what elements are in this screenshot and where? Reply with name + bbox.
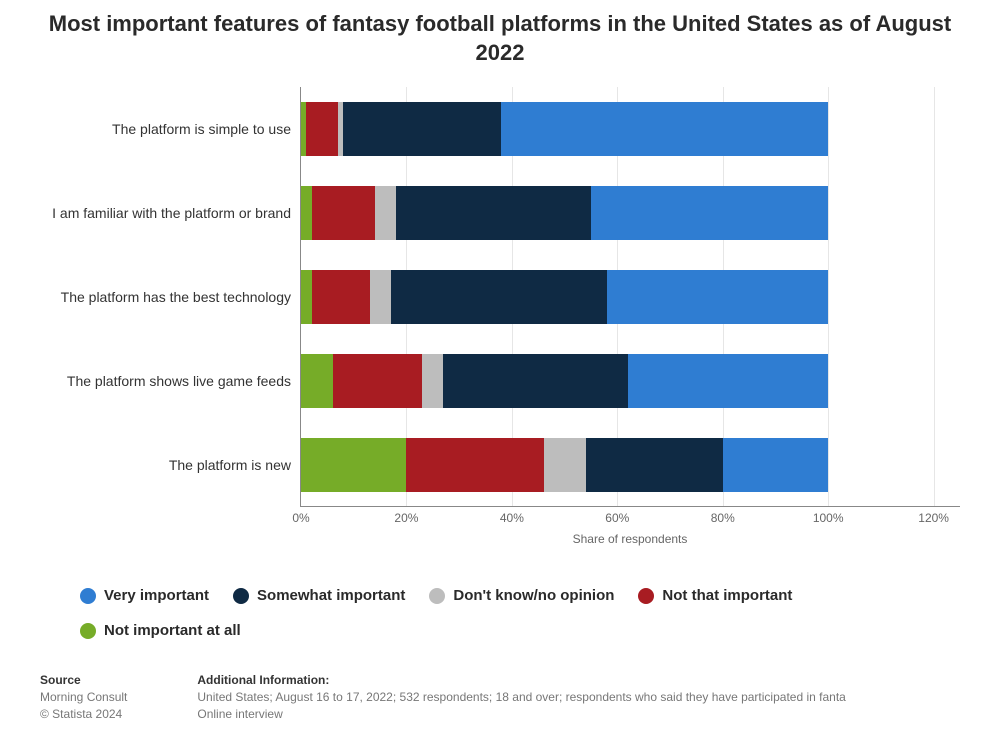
- bar-segment: [396, 186, 591, 240]
- copyright-text: © Statista 2024: [40, 706, 127, 723]
- source-block: Source Morning Consult © Statista 2024: [40, 673, 127, 723]
- bar-segment: [333, 354, 423, 408]
- bar-segment: [370, 270, 391, 324]
- bar-segment: [375, 186, 396, 240]
- legend-swatch: [80, 588, 96, 604]
- legend-item: Not that important: [638, 587, 792, 604]
- bar-row: The platform is new: [301, 438, 960, 492]
- info-text-1: United States; August 16 to 17, 2022; 53…: [197, 689, 845, 706]
- legend-item: Somewhat important: [233, 587, 405, 604]
- bar-segment: [501, 102, 828, 156]
- info-label: Additional Information:: [197, 673, 845, 687]
- x-tick-label: 80%: [711, 511, 735, 525]
- legend-item: Very important: [80, 587, 209, 604]
- x-tick-label: 0%: [292, 511, 309, 525]
- bar-segment: [391, 270, 607, 324]
- legend-label: Not important at all: [104, 622, 241, 639]
- info-text-2: Online interview: [197, 706, 845, 723]
- plot-region: 0%20%40%60%80%100%120%The platform is si…: [300, 87, 960, 507]
- source-text: Morning Consult: [40, 689, 127, 706]
- chart-title: Most important features of fantasy footb…: [0, 0, 1000, 87]
- bar-segment: [301, 438, 406, 492]
- x-tick-label: 100%: [813, 511, 844, 525]
- source-label: Source: [40, 673, 127, 687]
- category-label: The platform is simple to use: [11, 120, 301, 138]
- legend-swatch: [80, 623, 96, 639]
- category-label: The platform shows live game feeds: [11, 372, 301, 390]
- legend-swatch: [233, 588, 249, 604]
- info-block: Additional Information: United States; A…: [197, 673, 845, 723]
- x-tick-label: 120%: [918, 511, 949, 525]
- bar-segment: [301, 354, 333, 408]
- bar-segment: [312, 270, 370, 324]
- legend-item: Not important at all: [80, 622, 241, 639]
- x-axis-label: Share of respondents: [573, 532, 688, 546]
- category-label: The platform is new: [11, 456, 301, 474]
- legend-label: Not that important: [662, 587, 792, 604]
- bar-row: The platform shows live game feeds: [301, 354, 960, 408]
- bar-segment: [544, 438, 586, 492]
- legend: Very important Somewhat important Don't kn…: [80, 587, 960, 639]
- bar-segment: [312, 186, 375, 240]
- bar-segment: [306, 102, 338, 156]
- legend-label: Don't know/no opinion: [453, 587, 614, 604]
- bar-row: The platform has the best technology: [301, 270, 960, 324]
- chart-plot-area: 0%20%40%60%80%100%120%The platform is si…: [300, 87, 960, 537]
- bar-segment: [406, 438, 543, 492]
- x-tick-label: 20%: [394, 511, 418, 525]
- category-label: I am familiar with the platform or brand: [11, 204, 301, 222]
- x-tick-label: 40%: [500, 511, 524, 525]
- bar-segment: [443, 354, 628, 408]
- legend-label: Very important: [104, 587, 209, 604]
- bar-row: I am familiar with the platform or brand: [301, 186, 960, 240]
- chart-footer: Source Morning Consult © Statista 2024 A…: [40, 673, 1000, 723]
- legend-item: Don't know/no opinion: [429, 587, 614, 604]
- bar-segment: [301, 270, 312, 324]
- legend-label: Somewhat important: [257, 587, 405, 604]
- bar-segment: [723, 438, 828, 492]
- bar-segment: [591, 186, 828, 240]
- bar-segment: [607, 270, 828, 324]
- bar-segment: [628, 354, 828, 408]
- category-label: The platform has the best technology: [11, 288, 301, 306]
- bar-segment: [586, 438, 723, 492]
- bar-segment: [343, 102, 501, 156]
- bar-segment: [422, 354, 443, 408]
- legend-swatch: [429, 588, 445, 604]
- x-tick-label: 60%: [605, 511, 629, 525]
- bar-segment: [301, 186, 312, 240]
- bar-row: The platform is simple to use: [301, 102, 960, 156]
- legend-swatch: [638, 588, 654, 604]
